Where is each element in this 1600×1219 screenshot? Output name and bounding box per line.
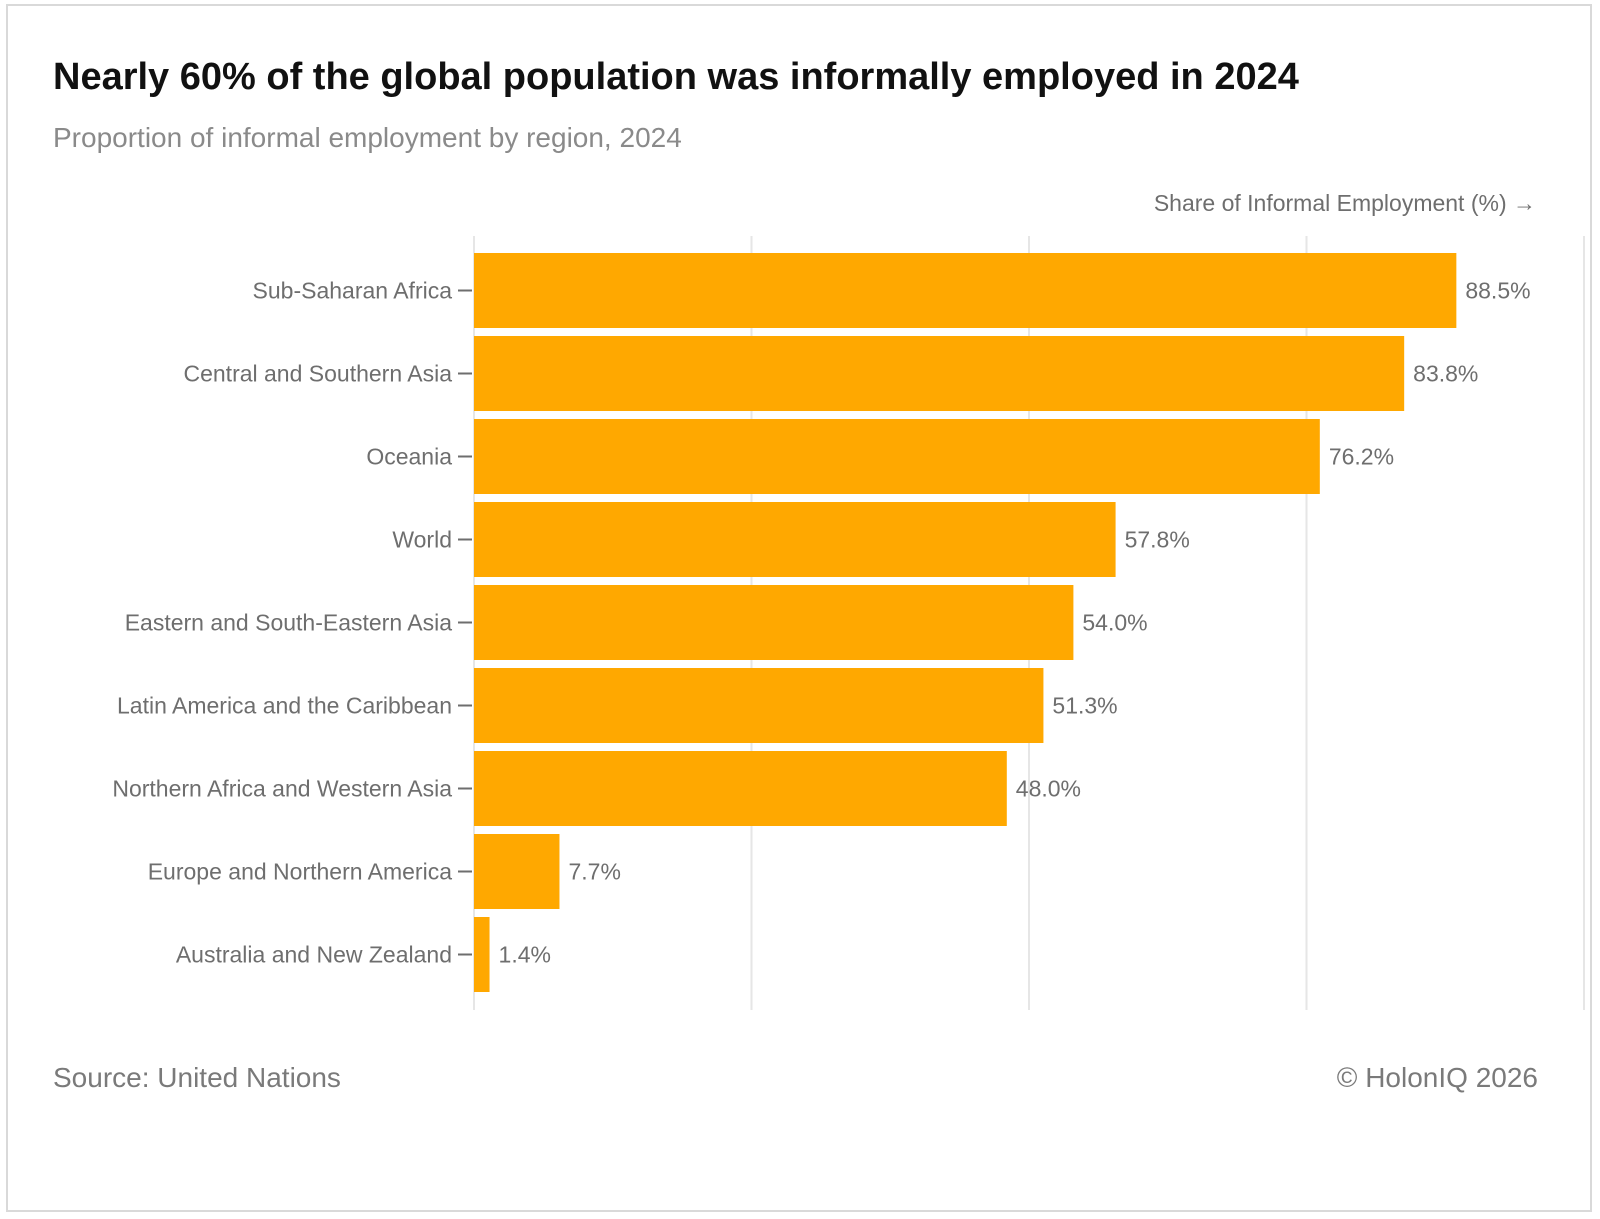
bar[interactable] bbox=[474, 253, 1457, 328]
y-tick-label: Eastern and South-Eastern Asia bbox=[125, 610, 453, 636]
copyright-note: © HolonIQ 2026 bbox=[1336, 1062, 1538, 1093]
bar[interactable] bbox=[474, 502, 1116, 577]
data-label: 54.0% bbox=[1082, 610, 1147, 636]
y-tick-label: Australia and New Zealand bbox=[176, 942, 452, 968]
source-note: Source: United Nations bbox=[53, 1062, 341, 1093]
data-label: 48.0% bbox=[1016, 776, 1081, 802]
y-tick-label: Oceania bbox=[366, 444, 452, 470]
y-tick-label: World bbox=[392, 527, 452, 553]
data-label: 7.7% bbox=[568, 859, 620, 885]
chart-title: Nearly 60% of the global population was … bbox=[53, 56, 1299, 98]
y-tick-label: Latin America and the Caribbean bbox=[117, 693, 452, 719]
bar[interactable] bbox=[474, 419, 1320, 494]
data-label: 83.8% bbox=[1413, 361, 1478, 387]
bar[interactable] bbox=[474, 585, 1074, 660]
data-label: 76.2% bbox=[1329, 444, 1394, 470]
bar[interactable] bbox=[474, 751, 1007, 826]
bar[interactable] bbox=[474, 336, 1405, 411]
bar[interactable] bbox=[474, 834, 560, 909]
data-label: 88.5% bbox=[1465, 278, 1530, 304]
y-tick-label: Europe and Northern America bbox=[148, 859, 452, 885]
y-tick-label: Sub-Saharan Africa bbox=[253, 278, 453, 304]
data-label: 57.8% bbox=[1125, 527, 1190, 553]
data-label: 1.4% bbox=[499, 942, 551, 968]
data-label: 51.3% bbox=[1052, 693, 1117, 719]
bar[interactable] bbox=[474, 668, 1044, 743]
bars: Sub-Saharan Africa 88.5% Central and South… bbox=[112, 253, 1531, 992]
y-tick-label: Northern Africa and Western Asia bbox=[112, 776, 452, 802]
y-tick-label: Central and Southern Asia bbox=[183, 361, 452, 387]
x-axis-title: Share of Informal Employment (%) → bbox=[1154, 190, 1536, 216]
bar[interactable] bbox=[474, 917, 490, 992]
chart-subtitle: Proportion of informal employment by reg… bbox=[53, 122, 682, 153]
